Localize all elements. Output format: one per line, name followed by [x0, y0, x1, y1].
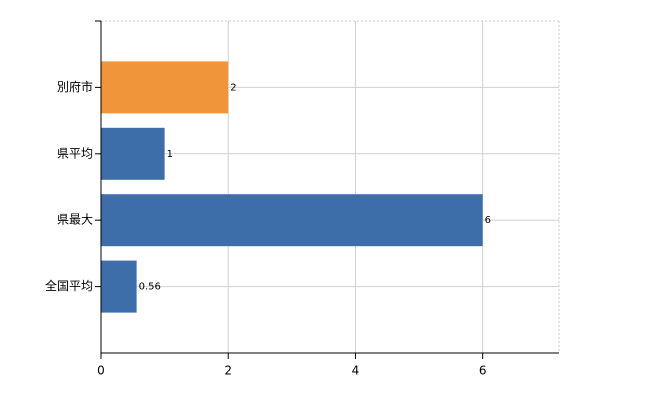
y-tick-label: 県平均: [57, 146, 93, 160]
y-tick-label: 県最大: [57, 213, 93, 227]
y-tick-label: 別府市: [57, 79, 93, 94]
bar: [101, 127, 165, 180]
x-tick-label: 2: [224, 364, 232, 378]
x-tick-label: 0: [97, 364, 105, 378]
bar: [101, 194, 483, 247]
y-tick-label: 全国平均: [45, 278, 93, 293]
bar: [101, 260, 137, 313]
value-label: 0.56: [139, 282, 161, 293]
bar: [101, 61, 229, 114]
value-label: 1: [167, 149, 173, 160]
x-tick-label: 6: [479, 364, 487, 378]
x-tick-label: 4: [352, 364, 360, 378]
value-label: 6: [485, 215, 491, 226]
value-label: 2: [230, 82, 236, 93]
